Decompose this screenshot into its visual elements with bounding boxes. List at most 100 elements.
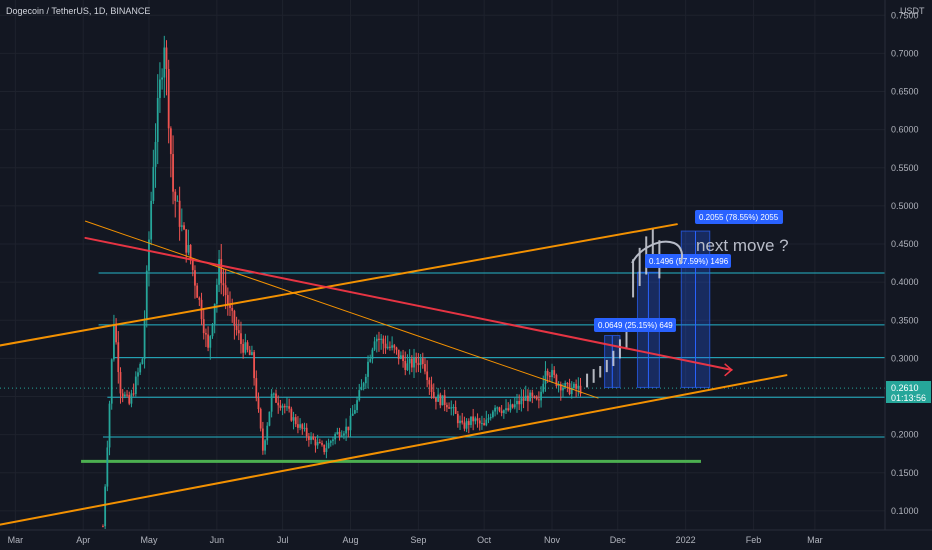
candle-body <box>251 352 253 355</box>
candle <box>500 405 503 417</box>
candle <box>347 426 350 438</box>
candle <box>358 383 361 402</box>
candle-body <box>378 338 380 340</box>
candle-body <box>312 436 315 440</box>
candle <box>448 402 450 409</box>
candle-body <box>491 411 494 417</box>
candle <box>577 377 580 397</box>
x-tick-label: Feb <box>746 535 762 545</box>
measure-label-2: 0.1496 (57.59%) 1496 <box>645 254 731 268</box>
candle-body <box>110 359 113 404</box>
candle-body <box>542 383 545 392</box>
candle <box>579 377 582 397</box>
candle-body <box>279 405 282 408</box>
candle-body <box>121 393 124 397</box>
candle <box>340 430 343 438</box>
candle-body <box>424 364 426 372</box>
candle <box>338 427 341 441</box>
candle <box>165 40 168 96</box>
candle-body <box>476 418 479 421</box>
candle <box>378 331 380 352</box>
candle-body <box>513 404 516 408</box>
candle <box>450 400 453 416</box>
candle-body <box>126 394 128 396</box>
candle-body <box>367 361 369 377</box>
candle <box>470 416 472 428</box>
candle-body <box>419 358 422 366</box>
candle <box>496 406 499 415</box>
candle <box>233 309 236 340</box>
candle-body <box>145 270 148 321</box>
candle-body <box>329 441 332 443</box>
candle <box>516 393 518 413</box>
candle <box>237 319 240 341</box>
candle-body <box>527 395 529 402</box>
candle <box>134 371 137 397</box>
candle-body <box>301 424 304 429</box>
candle-body <box>299 424 302 428</box>
candle <box>498 406 501 413</box>
y-tick-label: 0.1000 <box>891 506 919 516</box>
time-axis: Mar Apr May Jun Jul Aug Sep Oct Nov Dec 2022 Feb Mar <box>0 529 932 550</box>
candle-body <box>555 374 558 386</box>
y-tick-label: 0.3000 <box>891 353 919 363</box>
candle-body <box>507 408 510 411</box>
candle-body <box>432 392 435 398</box>
candle-body <box>544 370 547 384</box>
projection-bar <box>605 359 608 373</box>
candle-body <box>191 259 194 271</box>
candle <box>148 231 150 287</box>
candle-body <box>402 355 404 362</box>
candle <box>402 349 404 368</box>
candle-body <box>178 200 181 227</box>
candle <box>259 407 262 432</box>
candle <box>323 444 326 455</box>
lower-orange-trendline <box>0 374 788 526</box>
candle-body <box>272 393 275 395</box>
red-arrow-head <box>724 363 733 377</box>
candle <box>520 389 523 412</box>
measure-label-3-bg <box>594 318 676 332</box>
candle-body <box>248 349 251 355</box>
trendlines <box>0 220 788 526</box>
candle <box>121 389 124 403</box>
candle-body <box>255 378 258 399</box>
candle <box>329 439 332 447</box>
candle-body <box>102 526 104 528</box>
candle-body <box>522 398 525 401</box>
candle-body <box>235 325 238 331</box>
candle-body <box>242 343 245 353</box>
candle-body <box>159 79 161 98</box>
candle <box>415 352 418 373</box>
candle <box>373 336 376 352</box>
y-tick-label: 0.5500 <box>891 163 919 173</box>
projection-bar <box>638 247 641 286</box>
red-downtrend-line <box>84 236 733 371</box>
projection-bar <box>592 369 595 383</box>
measure-label-1: 0.2055 (78.55%) 2055 <box>695 210 783 224</box>
candle-body <box>163 47 166 78</box>
candle-body <box>384 343 387 349</box>
candle-body <box>382 338 385 344</box>
candle <box>343 430 345 440</box>
candle-body <box>233 310 236 326</box>
candle-body <box>452 407 455 409</box>
candle <box>481 415 483 430</box>
candle-body <box>353 410 356 414</box>
candle-body <box>500 410 503 414</box>
candle-body <box>564 382 567 388</box>
candle <box>472 408 475 431</box>
candle-body <box>130 393 133 404</box>
candle-body <box>104 486 107 527</box>
candle <box>430 376 433 399</box>
candle <box>360 379 363 391</box>
candle <box>169 126 172 178</box>
candle <box>531 389 534 404</box>
candle <box>332 437 334 446</box>
candle <box>113 314 115 362</box>
candle-body <box>106 447 109 487</box>
candle <box>224 269 227 310</box>
candle <box>301 423 304 435</box>
projection-bar <box>625 327 628 350</box>
